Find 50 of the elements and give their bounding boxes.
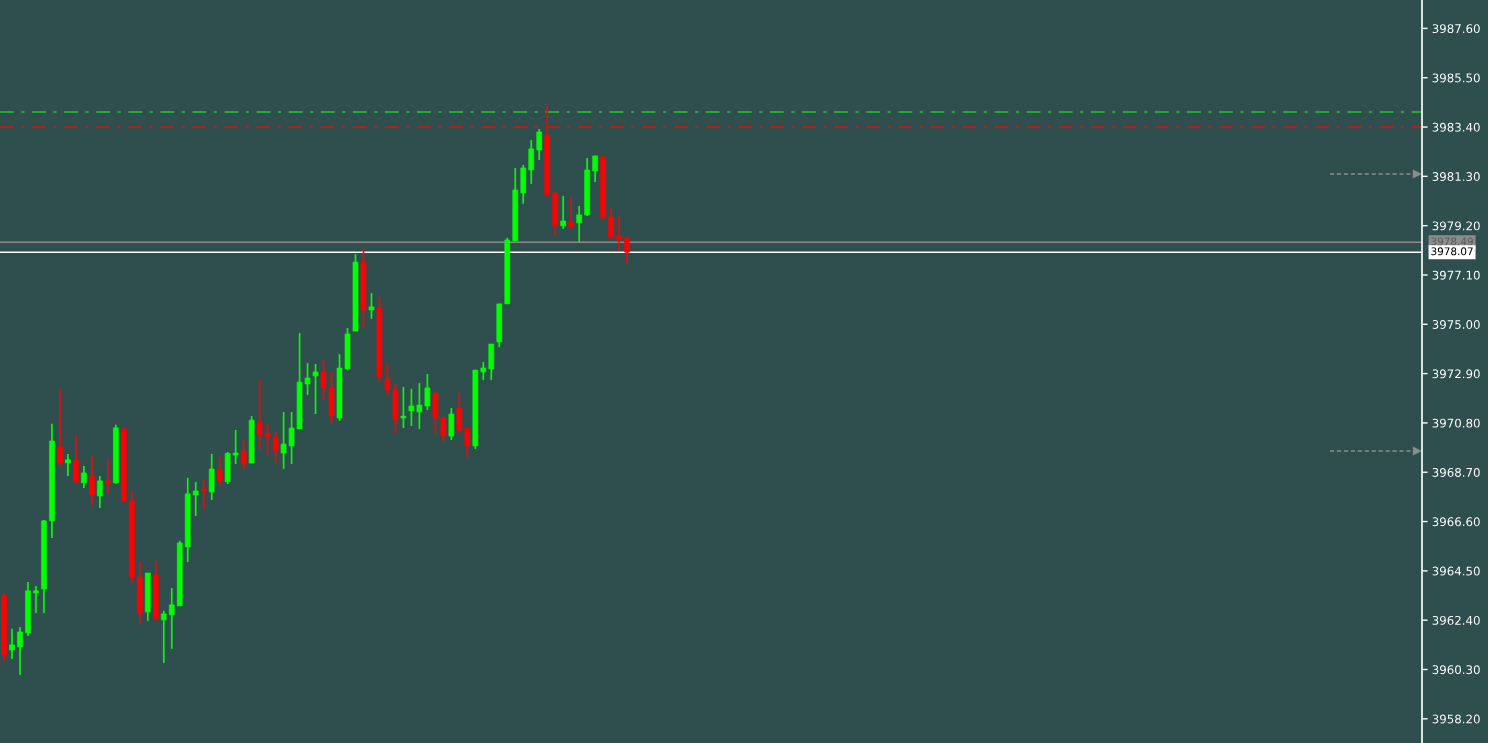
candlestick	[208, 453, 215, 501]
candlestick	[312, 363, 319, 415]
candlestick	[592, 155, 598, 183]
y-tick-label: 3970.80	[1432, 418, 1480, 428]
y-tick-label: 3958.20	[1432, 714, 1480, 724]
candlestick	[81, 465, 87, 489]
candlestick	[560, 195, 567, 230]
candlestick	[528, 139, 535, 185]
candlestick	[73, 435, 79, 485]
candlestick	[97, 475, 103, 509]
y-tick-label: 3977.10	[1432, 270, 1480, 280]
y-tick-label: 3962.40	[1432, 615, 1480, 625]
y-tick-label: 3975.00	[1432, 320, 1480, 329]
y-tick-label: 3968.70	[1432, 467, 1480, 477]
y-tick-label: 3972.90	[1432, 369, 1480, 379]
candlestick	[576, 205, 583, 243]
candlestick	[89, 454, 95, 506]
candlestick	[368, 292, 375, 320]
candlestick	[65, 453, 71, 477]
candlestick	[480, 361, 487, 381]
candlestick	[232, 429, 239, 465]
candlestick	[168, 587, 175, 650]
y-tick-label: 3960.30	[1432, 665, 1480, 675]
candlestick	[536, 128, 543, 161]
candlestick	[464, 427, 471, 459]
candlestick	[624, 237, 630, 265]
candlestick	[616, 215, 622, 252]
y-tick-label: 3983.40	[1432, 122, 1480, 132]
y-tick-label: 3966.60	[1432, 517, 1480, 527]
candlestick	[192, 481, 199, 517]
candlestick	[9, 628, 15, 660]
y-tick-label: 3985.50	[1432, 73, 1480, 83]
candlestick	[568, 196, 575, 228]
y-tick-label: 3987.60	[1432, 24, 1480, 34]
candlestick	[400, 386, 407, 429]
candlestick	[456, 392, 463, 434]
candlestick	[240, 439, 247, 471]
candlestick	[17, 626, 23, 676]
y-tick-label: 3964.50	[1432, 566, 1480, 576]
candlestick	[608, 206, 614, 240]
candlestick	[33, 585, 39, 614]
candlestick	[216, 455, 223, 488]
candlestick	[57, 388, 63, 467]
candlestick	[200, 479, 207, 510]
y-tick-label: 3979.20	[1432, 221, 1480, 231]
candlestick	[160, 609, 167, 664]
candlestick	[448, 407, 455, 441]
y-tick-label: 3981.30	[1432, 172, 1480, 182]
candlestick	[105, 458, 111, 495]
ref-line-label: 3978.07	[1431, 247, 1473, 256]
